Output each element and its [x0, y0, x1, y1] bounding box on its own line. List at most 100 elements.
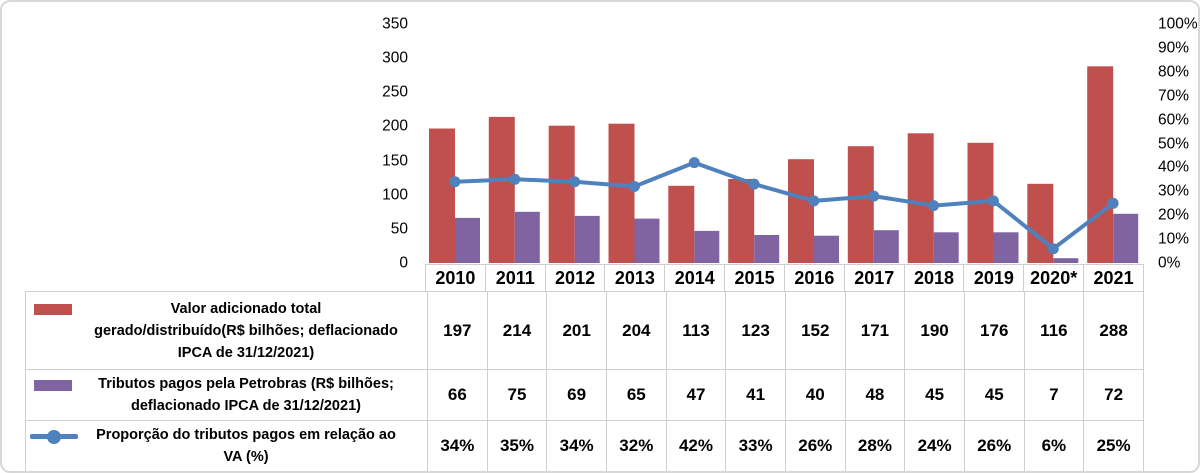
table-value-cell: 176	[963, 291, 1025, 370]
legend-swatch-valor-adicionado	[34, 304, 72, 315]
legend-label-cell: Tributos pagos pela Petrobras (R$ bilhõe…	[25, 369, 428, 421]
table-value-cell: 28%	[844, 420, 906, 471]
legend-label: Proporção do tributos pagos em relação a…	[96, 427, 396, 465]
table-value-cell: 45	[963, 369, 1025, 421]
proportion-line	[454, 160, 1115, 251]
left-axis-tick: 50	[390, 220, 408, 238]
right-axis-tick: 0%	[1158, 254, 1181, 272]
year-header-cell: 2010	[425, 264, 486, 292]
table-value-cell: 72	[1083, 369, 1144, 421]
table-value-cell: 152	[784, 291, 846, 370]
table-value-cell: 45	[904, 369, 965, 421]
table-value-cell: 66	[427, 369, 488, 421]
table-value-cell: 33%	[725, 420, 786, 471]
bar-tributos	[993, 232, 1019, 263]
table-value-cell: 288	[1083, 291, 1144, 370]
year-header-cell: 2016	[783, 264, 845, 292]
table-value-cell: 34%	[427, 420, 488, 471]
table-value-cell: 204	[605, 291, 667, 370]
left-axis-tick: 350	[382, 15, 408, 33]
right-axis-tick: 90%	[1158, 39, 1190, 57]
table-value-cell: 26%	[963, 420, 1025, 471]
year-header-cell: 2018	[903, 264, 965, 292]
proportion-marker	[1107, 197, 1119, 209]
table-row: Tributos pagos pela Petrobras (R$ bilhõe…	[25, 369, 1144, 421]
year-header-cell: 2020*	[1023, 264, 1085, 292]
bar-tributos	[873, 230, 899, 263]
data-table: Valor adicionado total gerado/distribuíd…	[25, 291, 1144, 471]
bar-tributos	[514, 211, 540, 263]
left-axis-tick: 300	[382, 49, 408, 67]
left-axis-tick: 0	[399, 254, 408, 272]
table-value-cell: 6%	[1023, 420, 1085, 471]
bar-tributos	[1113, 213, 1139, 263]
table-value-cell: 42%	[665, 420, 727, 471]
table-value-cell: 32%	[605, 420, 667, 471]
table-value-cell: 40	[784, 369, 846, 421]
table-row: Proporção do tributos pagos em relação a…	[25, 420, 1144, 471]
year-header-cell: 2014	[664, 264, 726, 292]
year-header-cell: 2012	[544, 264, 606, 292]
table-value-cell: 201	[546, 291, 607, 370]
bar-valor-adicionado	[1087, 66, 1114, 263]
legend-label: Tributos pagos pela Petrobras (R$ bilhõe…	[98, 376, 394, 414]
bar-tributos	[634, 218, 660, 263]
bar-tributos	[694, 230, 720, 263]
bar-tributos	[1053, 258, 1079, 263]
proportion-marker	[987, 195, 999, 207]
year-header-cell: 2019	[963, 264, 1025, 292]
bar-valor-adicionado	[668, 185, 695, 263]
table-value-cell: 123	[725, 291, 786, 370]
proportion-marker	[1047, 243, 1059, 255]
right-axis-tick: 100%	[1158, 15, 1198, 33]
right-axis-tick: 30%	[1158, 182, 1190, 200]
table-value-cell: 35%	[486, 420, 548, 471]
years-header-row: 2010 2011 2012 2013 2014 2015 2016 2017 2018 2019…	[425, 264, 1144, 292]
left-axis-tick: 150	[382, 151, 408, 169]
table-value-cell: 26%	[784, 420, 846, 471]
bar-valor-adicionado	[788, 159, 814, 263]
left-axis-tick: 250	[382, 83, 408, 101]
right-axis-tick: 10%	[1158, 230, 1190, 248]
proportion-marker	[688, 157, 700, 169]
table-value-cell: 116	[1023, 291, 1085, 370]
proportion-marker	[868, 190, 880, 202]
table-value-cell: 197	[427, 291, 488, 370]
proportion-marker	[569, 176, 581, 188]
table-value-cell: 41	[725, 369, 786, 421]
legend-swatch-tributos	[34, 380, 72, 391]
bar-valor-adicionado	[548, 125, 575, 263]
table-value-cell: 113	[665, 291, 727, 370]
table-row: Valor adicionado total gerado/distribuíd…	[25, 291, 1144, 370]
left-axis-tick: 100	[382, 185, 408, 203]
legend-label: Valor adicionado total gerado/distribuíd…	[94, 300, 398, 361]
plot-area	[429, 66, 1139, 264]
table-value-cell: 65	[605, 369, 667, 421]
proportion-marker	[928, 200, 940, 212]
table-value-cell: 69	[546, 369, 607, 421]
bar-tributos	[455, 217, 480, 263]
right-axis-tick: 80%	[1158, 63, 1190, 81]
bar-valor-adicionado	[429, 128, 455, 263]
left-axis: 350 300 250 200 150 100 50 0	[332, 2, 408, 270]
right-axis-tick: 70%	[1158, 86, 1190, 104]
year-header-cell: 2015	[724, 264, 785, 292]
table-value-cell: 48	[844, 369, 906, 421]
table-value-cell: 34%	[546, 420, 607, 471]
table-value-cell: 171	[844, 291, 906, 370]
table-value-cell: 190	[904, 291, 965, 370]
proportion-marker	[509, 173, 521, 185]
right-axis-tick: 60%	[1158, 110, 1190, 128]
bar-tributos	[574, 215, 600, 263]
bar-tributos	[933, 232, 959, 263]
year-header-cell: 2013	[604, 264, 666, 292]
year-header-cell: 2011	[484, 264, 546, 292]
proportion-marker	[449, 176, 461, 188]
proportion-marker	[628, 181, 640, 192]
legend-label-cell: Proporção do tributos pagos em relação a…	[25, 420, 428, 471]
bar-valor-adicionado	[847, 146, 874, 263]
table-value-cell: 7	[1023, 369, 1085, 421]
legend-label-cell: Valor adicionado total gerado/distribuíd…	[25, 291, 428, 370]
bar-valor-adicionado	[488, 116, 515, 264]
